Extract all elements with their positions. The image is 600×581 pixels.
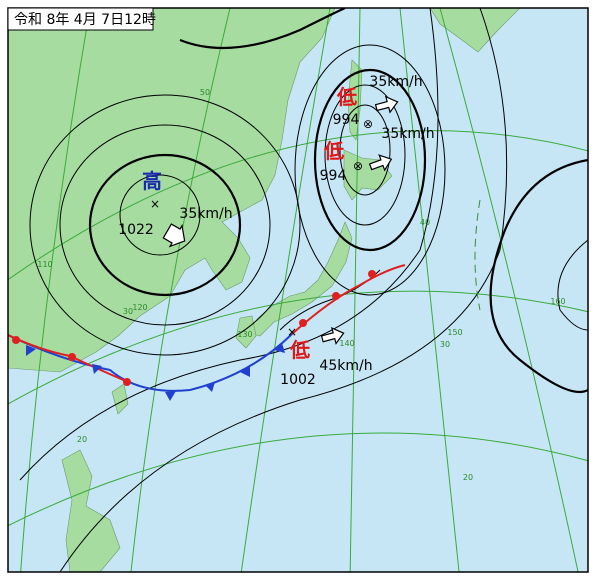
center-mark: × <box>150 197 160 211</box>
movement-arrow <box>374 95 399 114</box>
isobar <box>119 174 201 256</box>
title-box <box>7 7 154 31</box>
movement-speed: 35km/h <box>369 74 422 90</box>
cold-front <box>8 333 293 392</box>
isobar <box>88 153 242 297</box>
longitude-line <box>439 8 579 572</box>
pressure-system-symbol: 低 <box>336 85 357 109</box>
pressure-system-symbol: 低 <box>289 338 310 362</box>
movement-speed: 35km/h <box>179 206 232 222</box>
fronts <box>8 264 406 401</box>
isobars <box>19 8 588 572</box>
longitude-line <box>399 8 460 572</box>
isobar <box>19 8 439 481</box>
movement-arrows <box>162 95 399 345</box>
isobar <box>313 68 427 252</box>
graticule-label: 30 <box>440 340 450 349</box>
trough <box>474 199 481 311</box>
movement-arrow <box>368 154 393 172</box>
labels: 高 1022 35km/h 低 994 35km/h 低 994 35km/h 低 100245km… <box>37 74 565 482</box>
graticule <box>8 8 588 572</box>
pressure-system-symbol: 低 <box>323 139 344 163</box>
center-mark: × <box>287 325 297 339</box>
isobar <box>59 8 508 572</box>
movement-speed: 35km/h <box>381 126 434 142</box>
longitude-line <box>349 8 361 572</box>
central-pressure: 1002 <box>280 372 316 388</box>
longitude-line <box>240 8 331 572</box>
map-area: × ⊗ ⊗ × 高 1022 35km/h 低 994 35km/h 低 994 35km/h 低… <box>8 8 588 572</box>
center-marks: × ⊗ ⊗ × <box>150 117 373 339</box>
isobar <box>59 124 271 326</box>
isobar <box>29 94 301 356</box>
land <box>8 8 521 572</box>
isobar <box>557 239 588 331</box>
graticule-label: 140 <box>339 339 354 348</box>
graticule-label: 30 <box>123 307 133 316</box>
isobar <box>179 8 346 50</box>
kamchatka <box>429 8 521 53</box>
latitude-line <box>8 432 588 527</box>
warm-front-marks <box>12 270 376 386</box>
center-mark: ⊗ <box>353 159 363 173</box>
latitude-line <box>8 290 588 405</box>
graticule-label: 20 <box>463 473 473 482</box>
latitude-line <box>8 130 588 281</box>
map-frame <box>7 7 589 573</box>
central-pressure: 994 <box>320 168 347 184</box>
isobar <box>339 104 391 196</box>
central-pressure: 994 <box>333 112 360 128</box>
taiwan <box>111 383 129 415</box>
longitude-line <box>20 8 91 572</box>
movement-arrow <box>162 223 186 248</box>
warm-front <box>291 264 406 335</box>
isobar <box>489 158 588 394</box>
graticule-label: 40 <box>420 218 430 227</box>
graticule-label: 130 <box>237 330 252 339</box>
cold-front-marks <box>26 343 285 401</box>
center-mark: ⊗ <box>363 117 373 131</box>
central-pressure: 1022 <box>118 222 154 238</box>
isobar <box>324 84 406 226</box>
graticule-label: 160 <box>550 297 565 306</box>
map-title: 令和 8年 4月 7日12時 <box>14 12 156 28</box>
honshu <box>245 221 353 337</box>
graticule-label: 50 <box>200 88 210 97</box>
graticule-label: 110 <box>37 260 52 269</box>
movement-arrow <box>320 326 345 345</box>
movement-speed: 45km/h <box>319 358 372 374</box>
pressure-system-symbol: 高 <box>142 169 162 193</box>
graticule-label: 120 <box>132 303 147 312</box>
philippines <box>61 449 121 572</box>
longitude-line <box>130 8 231 572</box>
asian-mainland <box>8 8 336 373</box>
graticule-label: 150 <box>447 328 462 337</box>
graticule-label: 20 <box>77 435 87 444</box>
isobar <box>294 44 446 296</box>
